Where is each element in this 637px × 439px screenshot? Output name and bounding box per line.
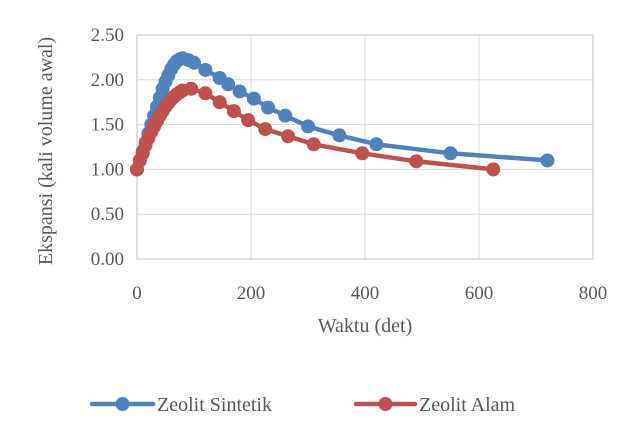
plot-area-frame [136, 34, 594, 260]
x-axis-ticks: 0 200 400 600 800 [132, 283, 607, 304]
y-tick-label: 2.00 [91, 70, 124, 91]
y-axis-title: Ekspansi (kali volume awal) [35, 37, 57, 265]
y-tick-label: 0.50 [91, 204, 124, 225]
data-point [369, 137, 384, 152]
legend: Zeolit Sintetik Zeolit Alam [89, 394, 516, 416]
data-point [226, 104, 241, 119]
legend-marker [115, 397, 130, 411]
data-point [355, 146, 370, 161]
data-point [261, 100, 276, 115]
legend-label: Zeolit Sintetik [157, 394, 272, 416]
data-point [198, 86, 213, 101]
data-point [221, 77, 236, 92]
legend-item: Zeolit Alam [353, 394, 516, 416]
x-tick-label: 200 [237, 283, 266, 304]
data-point [409, 154, 424, 169]
data-point [301, 119, 315, 134]
legend-item: Zeolit Sintetik [89, 394, 272, 416]
x-tick-label: 0 [132, 283, 142, 304]
legend-label: Zeolit Alam [419, 394, 516, 416]
data-point [246, 91, 261, 106]
data-point [486, 162, 501, 177]
x-tick-label: 800 [579, 283, 608, 304]
y-axis-ticks: 0.00 0.50 1.00 1.50 2.00 2.50 [91, 25, 124, 270]
x-axis-title: Waktu (det) [318, 315, 412, 337]
data-point [241, 113, 256, 128]
data-point [306, 137, 321, 152]
data-point [281, 129, 296, 144]
data-point [278, 108, 293, 123]
data-point [212, 95, 227, 110]
data-point [187, 55, 201, 70]
data-point [258, 122, 273, 137]
data-point [332, 128, 347, 143]
data-point [198, 62, 213, 77]
data-point [184, 81, 199, 96]
y-tick-label: 1.50 [91, 115, 124, 136]
data-point [443, 146, 458, 161]
y-tick-label: 1.00 [91, 159, 124, 180]
y-tick-label: 2.50 [91, 25, 124, 46]
data-point [540, 153, 555, 168]
x-tick-label: 600 [465, 283, 494, 304]
y-tick-label: 0.00 [91, 249, 124, 270]
series-layer [130, 51, 555, 177]
x-tick-label: 400 [351, 283, 380, 304]
legend-marker [378, 397, 393, 411]
series-2 [130, 81, 501, 177]
data-point [232, 84, 247, 99]
